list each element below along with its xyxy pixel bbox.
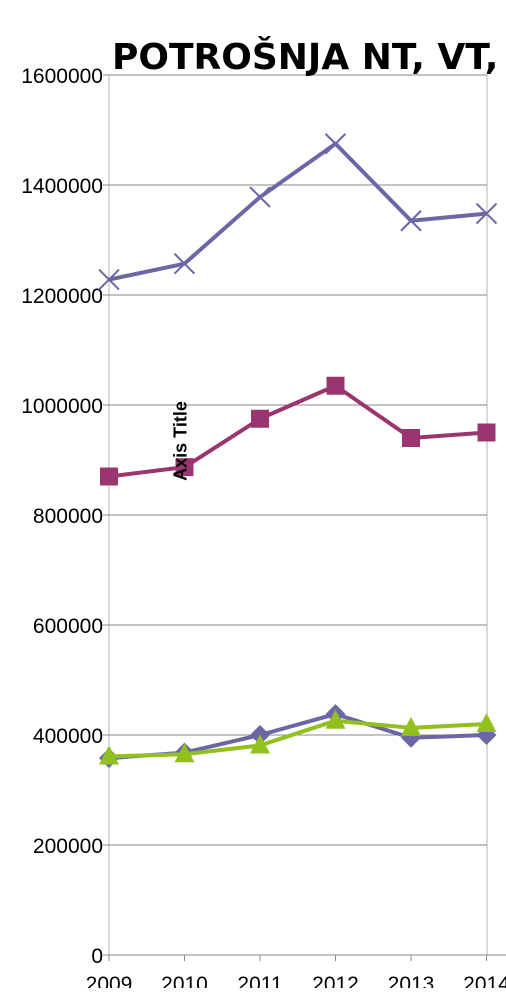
y-tick-label: 1200000	[21, 285, 103, 308]
y-tick-label: 1000000	[21, 395, 103, 418]
data-point-square-marker	[175, 458, 194, 477]
chart-title: POTROŠNJA NT, VT,	[112, 37, 499, 78]
data-point-square-marker	[251, 409, 269, 428]
x-tick-label: 2013	[388, 973, 435, 988]
series-line	[108, 141, 487, 282]
x-tick-label: 2011	[237, 973, 282, 988]
data-point-triangle-marker	[250, 734, 270, 754]
data-point-square-marker	[477, 423, 496, 442]
x-tick-label: 2014	[463, 973, 506, 988]
data-point-x-marker	[98, 268, 120, 291]
series-line	[108, 712, 487, 761]
data-point-square-marker	[326, 376, 345, 395]
x-tick-label: 2012	[312, 973, 359, 988]
data-point-x-marker	[475, 202, 498, 225]
y-tick-label: 1400000	[21, 175, 103, 198]
y-tick-label: 800000	[33, 505, 103, 528]
y-tick-label: 0	[91, 945, 103, 968]
series-line	[108, 383, 487, 479]
data-point-triangle-marker	[476, 713, 497, 732]
data-point-square-marker	[402, 429, 420, 447]
series-line	[108, 718, 487, 759]
data-point-x-marker	[249, 186, 271, 208]
data-point-x-marker	[324, 133, 347, 155]
data-point-triangle-marker	[174, 743, 195, 763]
data-point-square-marker	[100, 467, 118, 486]
data-point-triangle-marker	[325, 709, 346, 729]
y-tick-label: 400000	[33, 725, 103, 748]
y-tick-label: 200000	[33, 835, 103, 858]
y-tick-label: 1600000	[21, 65, 103, 88]
x-tick-label: 2009	[86, 973, 133, 988]
data-point-x-marker	[173, 252, 196, 275]
y-axis-title: Axis Title	[170, 401, 191, 481]
data-point-x-marker	[400, 210, 422, 232]
data-point-triangle-marker	[401, 716, 421, 736]
y-tick-label: 600000	[33, 615, 103, 638]
x-tick-label: 2010	[161, 973, 208, 988]
data-point-triangle-marker	[99, 745, 119, 765]
